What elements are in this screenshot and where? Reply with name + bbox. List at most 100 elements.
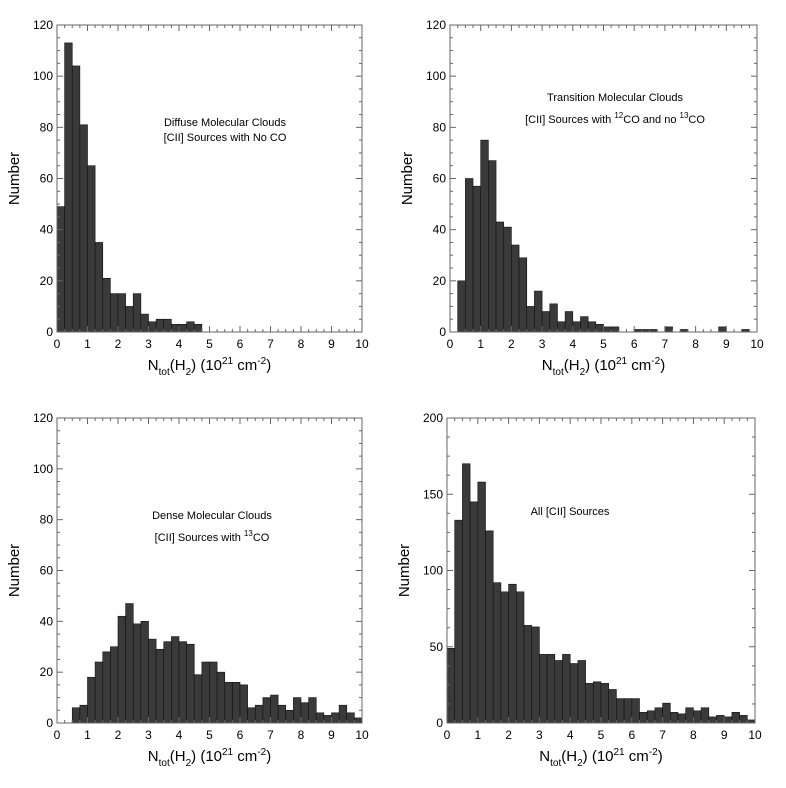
panel-annotation: Dense Molecular Clouds: [152, 510, 272, 522]
histogram-bar: [346, 712, 355, 724]
histogram-bar: [608, 689, 617, 724]
histogram-bar: [64, 42, 73, 333]
y-tick-label: 150: [423, 487, 443, 501]
histogram-bar: [323, 715, 332, 724]
x-tick-label: 2: [505, 728, 512, 742]
x-axis-label-part: 21: [614, 747, 626, 758]
histogram-bar: [446, 647, 455, 724]
x-axis-label-part: 21: [222, 356, 234, 367]
y-tick-label: 120: [33, 18, 53, 32]
x-tick-label: 3: [539, 337, 546, 351]
x-tick-label: 0: [447, 337, 454, 351]
histogram-bar: [488, 160, 497, 333]
y-tick-label: 80: [433, 120, 447, 134]
x-axis-label-part: N: [539, 748, 550, 765]
histogram-bar: [171, 636, 180, 724]
histogram-bar: [610, 326, 620, 333]
histogram-bar: [110, 293, 119, 333]
y-tick-label: 60: [40, 564, 54, 578]
y-tick-label: 40: [433, 223, 447, 237]
x-tick-label: 6: [628, 728, 635, 742]
histogram-bar: [716, 715, 725, 724]
histogram-bar: [569, 663, 579, 724]
histogram-bar: [511, 244, 520, 333]
histogram-bar: [541, 311, 551, 333]
histogram-bar: [94, 661, 104, 724]
y-tick-label: 80: [40, 120, 54, 134]
y-tick-label: 40: [40, 223, 54, 237]
histogram-panel-3: 0 1 2 3 4 5 6 7 8 9 10020406080100120NumberNtot(H2…: [6, 411, 369, 769]
x-axis-label: Ntot(H2) (1021 cm-2): [542, 356, 665, 378]
panel-annotation: All [CII] Sources: [531, 506, 610, 518]
histogram-bar: [232, 682, 241, 724]
histogram-bar: [539, 654, 548, 724]
histogram-bar: [155, 318, 165, 333]
annotation-text: Dense Molecular Clouds: [152, 510, 272, 522]
histogram-bar: [723, 716, 733, 724]
histogram-bar: [500, 591, 509, 724]
annotation-text: CO: [253, 532, 270, 544]
y-tick-label: 100: [423, 564, 443, 578]
panel-annotation: Transition Molecular Clouds: [547, 92, 683, 104]
histogram-bar: [102, 651, 111, 724]
histogram-bar: [102, 277, 111, 333]
x-tick-label: 3: [536, 728, 543, 742]
x-axis-label-part: 2: [186, 367, 192, 378]
histogram-bar: [132, 293, 142, 333]
x-axis-label-part: tot: [159, 367, 170, 378]
x-axis-label-part: N: [148, 357, 159, 374]
x-axis-label-part: cm: [233, 748, 257, 765]
x-tick-label: 1: [477, 337, 484, 351]
x-tick-label: 9: [328, 337, 335, 351]
x-axis-label: Ntot(H2) (1021 cm-2): [148, 356, 271, 378]
x-axis-label-part: 2: [186, 758, 192, 769]
x-axis-label-part: cm: [625, 748, 649, 765]
x-tick-label: 0: [54, 728, 61, 742]
x-tick-label: 3: [145, 337, 152, 351]
histogram-bar: [79, 124, 88, 333]
histogram-bar: [178, 324, 187, 333]
histogram-bar: [708, 716, 717, 724]
histogram-bar: [87, 165, 96, 333]
y-tick-label: 50: [430, 640, 444, 654]
y-tick-label: 100: [33, 69, 53, 83]
y-axis-label: Number: [6, 152, 23, 205]
x-tick-label: 7: [267, 728, 274, 742]
x-axis-label-part: ): [658, 748, 663, 765]
histogram-bar: [262, 697, 271, 724]
x-axis-label-part: ) (10: [191, 748, 222, 765]
y-tick-label: 60: [433, 172, 447, 186]
x-tick-label: 10: [355, 337, 369, 351]
histogram-bar: [338, 704, 348, 724]
x-axis-label-part: ): [266, 748, 271, 765]
histogram-bar: [148, 638, 157, 724]
histogram-bar: [224, 682, 233, 724]
histogram-bar: [125, 603, 134, 724]
histogram-bar: [718, 326, 727, 333]
histogram-bar: [247, 707, 256, 724]
x-axis-label-part: -2: [651, 356, 660, 367]
histogram-bar: [140, 621, 149, 724]
histogram-bar: [518, 257, 528, 333]
x-axis-label-part: 2: [577, 758, 583, 769]
histogram-bar: [308, 697, 317, 724]
histogram-bar: [186, 321, 195, 333]
annotation-text: [CII] Sources with: [155, 532, 244, 544]
histogram-bar: [616, 698, 625, 724]
histogram-bar: [739, 715, 748, 724]
histogram-bar: [186, 643, 195, 724]
histogram-bar: [315, 712, 325, 724]
x-axis-label-part: (H: [561, 748, 577, 765]
x-axis-label-part: -2: [649, 747, 658, 758]
y-tick-label: 80: [40, 513, 54, 527]
histogram-bar: [669, 712, 679, 724]
y-tick-label: 0: [436, 716, 443, 730]
x-axis-label-part: 21: [616, 356, 628, 367]
annotation-text: Diffuse Molecular Clouds: [164, 117, 287, 129]
annotation-text: CO: [688, 114, 705, 126]
histogram-bar: [472, 185, 481, 333]
y-axis-label: Number: [399, 152, 416, 205]
x-axis-label-part: cm: [627, 357, 651, 374]
